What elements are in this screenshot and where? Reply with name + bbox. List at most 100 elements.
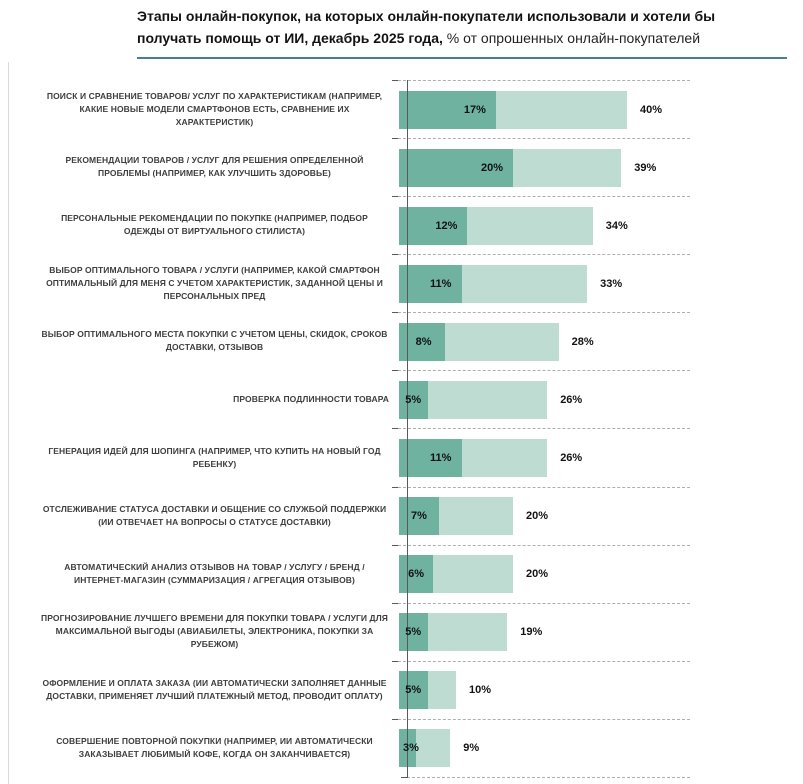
bar-used: [399, 671, 428, 710]
bar-group: 5% 26%: [398, 380, 690, 419]
total-value-label: 19%: [520, 626, 543, 639]
plot-area: 12% 34%: [392, 196, 690, 254]
title-line1: Этапы онлайн-покупок, на которых онлайн-…: [137, 8, 716, 24]
category-label: СОВЕРШЕНИЕ ПОВТОРНОЙ ПОКУПКИ (НАПРИМЕР, …: [56, 735, 373, 759]
bar-group: 17% 40%: [398, 90, 690, 129]
category-label: ПОИСК И СРАВНЕНИЕ ТОВАРОВ/ УСЛУГ ПО ХАРА…: [46, 90, 383, 127]
chart-row: ПЕРСОНАЛЬНЫЕ РЕКОМЕНДАЦИИ ПО ПОКУПКЕ (НА…: [40, 196, 690, 254]
total-value-label: 33%: [600, 277, 623, 290]
category-label-cell: ГЕНЕРАЦИЯ ИДЕЙ ДЛЯ ШОПИНГА (НАПРИМЕР, ЧТ…: [40, 428, 398, 486]
chart-row: РЕКОМЕНДАЦИИ ТОВАРОВ / УСЛУГ ДЛЯ РЕШЕНИЯ…: [40, 138, 690, 196]
chart-row: ОФОРМЛЕНИЕ И ОПЛАТА ЗАКАЗА (ИИ АВТОМАТИЧ…: [40, 660, 690, 719]
plot-area: 7% 20%: [392, 486, 690, 545]
bar-used: [399, 613, 428, 652]
category-label-cell: ОФОРМЛЕНИЕ И ОПЛАТА ЗАКАЗА (ИИ АВТОМАТИЧ…: [40, 661, 398, 719]
category-label: ПРОВЕРКА ПОДЛИННОСТИ ТОВАРА: [233, 393, 389, 404]
bar-used: [399, 439, 462, 477]
total-value-label: 26%: [560, 452, 583, 464]
total-value-label: 34%: [605, 219, 628, 232]
y-axis-line: [407, 80, 408, 778]
bar-group: 8% 28%: [398, 322, 690, 361]
plot-area: 3% 9%: [392, 718, 690, 777]
bar-group: 3% 9%: [398, 729, 690, 768]
bar-used: [399, 264, 462, 303]
plot-area: 11% 33%: [392, 254, 690, 312]
category-label-cell: ВЫБОР ОПТИМАЛЬНОГО МЕСТА ПОКУПКИ С УЧЕТО…: [40, 312, 398, 370]
bar-used: [399, 497, 439, 536]
plot-area: 11% 26%: [392, 428, 690, 486]
plot-area: 5% 19%: [392, 602, 690, 661]
page-title: Этапы онлайн-покупок, на которых онлайн-…: [137, 5, 799, 49]
bar-used: [399, 555, 434, 594]
used-value-label: 11%: [429, 277, 452, 290]
used-value-label: 8%: [415, 335, 432, 348]
used-value-label: 12%: [435, 219, 458, 232]
chart-row: ПРОГНОЗИРОВАНИЕ ЛУЧШЕГО ВРЕМЕНИ ДЛЯ ПОКУ…: [40, 602, 690, 661]
category-label-cell: ПОИСК И СРАВНЕНИЕ ТОВАРОВ/ УСЛУГ ПО ХАРА…: [40, 80, 398, 138]
chart-rows: ПОИСК И СРАВНЕНИЕ ТОВАРОВ/ УСЛУГ ПО ХАРА…: [40, 80, 690, 777]
category-label: ГЕНЕРАЦИЯ ИДЕЙ ДЛЯ ШОПИНГА (НАПРИМЕР, ЧТ…: [48, 445, 381, 469]
bar-group: 12% 34%: [398, 206, 690, 245]
title-line2-regular: % от опрошенных онлайн-покупателей: [442, 30, 701, 46]
total-value-label: 20%: [526, 568, 549, 581]
used-value-label: 5%: [405, 684, 422, 697]
category-label: ПЕРСОНАЛЬНЫЕ РЕКОМЕНДАЦИИ ПО ПОКУПКЕ (НА…: [61, 213, 368, 237]
used-value-label: 17%: [463, 103, 486, 116]
chart-row: ВЫБОР ОПТИМАЛЬНОГО МЕСТА ПОКУПКИ С УЧЕТО…: [40, 312, 690, 370]
category-label-cell: АВТОМАТИЧЕСКИЙ АНАЛИЗ ОТЗЫВОВ НА ТОВАР /…: [40, 545, 398, 603]
bar-chart: ПОИСК И СРАВНЕНИЕ ТОВАРОВ/ УСЛУГ ПО ХАРА…: [40, 80, 690, 778]
page-left-border: [8, 62, 9, 784]
category-label-cell: ПРОВЕРКА ПОДЛИННОСТИ ТОВАРА: [40, 370, 398, 428]
chart-row: ГЕНЕРАЦИЯ ИДЕЙ ДЛЯ ШОПИНГА (НАПРИМЕР, ЧТ…: [40, 428, 690, 486]
category-label-cell: РЕКОМЕНДАЦИИ ТОВАРОВ / УСЛУГ ДЛЯ РЕШЕНИЯ…: [40, 138, 398, 196]
chart-row: ВЫБОР ОПТИМАЛЬНОГО ТОВАРА / УСЛУГИ (НАПР…: [40, 254, 690, 312]
category-label: ВЫБОР ОПТИМАЛЬНОГО ТОВАРА / УСЛУГИ (НАПР…: [46, 264, 383, 301]
bar-used: [399, 380, 428, 419]
category-label-cell: ОТСЛЕЖИВАНИЕ СТАТУСА ДОСТАВКИ И ОБЩЕНИЕ …: [40, 487, 398, 545]
bar-used: [399, 148, 513, 187]
used-value-label: 7%: [410, 510, 427, 523]
used-value-label: 5%: [405, 393, 422, 406]
chart-row: ПОИСК И СРАВНЕНИЕ ТОВАРОВ/ УСЛУГ ПО ХАРА…: [40, 80, 690, 138]
plot-area: 5% 26%: [392, 370, 690, 428]
category-label: АВТОМАТИЧЕСКИЙ АНАЛИЗ ОТЗЫВОВ НА ТОВАР /…: [64, 561, 365, 585]
bar-used: [399, 322, 445, 361]
bar-group: 7% 20%: [398, 497, 690, 536]
bar-group: 5% 19%: [398, 613, 690, 652]
total-value-label: 28%: [571, 335, 594, 348]
title-rule: [137, 57, 787, 59]
category-label-cell: СОВЕРШЕНИЕ ПОВТОРНОЙ ПОКУПКИ (НАПРИМЕР, …: [40, 719, 398, 777]
bar-group: 6% 20%: [398, 555, 690, 594]
total-value-label: 39%: [634, 161, 657, 174]
chart-row: ОТСЛЕЖИВАНИЕ СТАТУСА ДОСТАВКИ И ОБЩЕНИЕ …: [40, 486, 690, 545]
chart-row: ПРОВЕРКА ПОДЛИННОСТИ ТОВАРА 5% 26%: [40, 370, 690, 428]
used-value-label: 20%: [480, 161, 504, 174]
used-value-label: 11%: [429, 452, 452, 464]
used-value-label: 3%: [403, 742, 419, 755]
category-label: ОТСЛЕЖИВАНИЕ СТАТУСА ДОСТАВКИ И ОБЩЕНИЕ …: [42, 503, 387, 527]
category-label: ПРОГНОЗИРОВАНИЕ ЛУЧШЕГО ВРЕМЕНИ ДЛЯ ПОКУ…: [41, 613, 388, 650]
chart-row: АВТОМАТИЧЕСКИЙ АНАЛИЗ ОТЗЫВОВ НА ТОВАР /…: [40, 544, 690, 603]
bar-group: 11% 26%: [398, 439, 690, 477]
plot-area: 20% 39%: [392, 138, 690, 196]
category-label: ОФОРМЛЕНИЕ И ОПЛАТА ЗАКАЗА (ИИ АВТОМАТИЧ…: [42, 677, 387, 701]
plot-area: 17% 40%: [392, 80, 690, 138]
title-line2-bold: получать помощь от ИИ, декабрь 2025 года…: [137, 30, 443, 46]
plot-area: 6% 20%: [392, 544, 690, 603]
bar-group: 5% 10%: [398, 671, 690, 710]
total-value-label: 20%: [526, 510, 549, 523]
chart-row: СОВЕРШЕНИЕ ПОВТОРНОЙ ПОКУПКИ (НАПРИМЕР, …: [40, 718, 690, 777]
plot-area: 8% 28%: [392, 312, 690, 370]
plot-area: 5% 10%: [392, 660, 690, 719]
bar-used: [399, 90, 496, 129]
bar-group: 11% 33%: [398, 264, 690, 303]
total-value-label: 40%: [640, 103, 663, 116]
category-label-cell: ПРОГНОЗИРОВАНИЕ ЛУЧШЕГО ВРЕМЕНИ ДЛЯ ПОКУ…: [40, 603, 398, 661]
category-label-cell: ВЫБОР ОПТИМАЛЬНОГО ТОВАРА / УСЛУГИ (НАПР…: [40, 254, 398, 312]
x-axis-bottom-gridline: [401, 776, 690, 778]
category-label-cell: ПЕРСОНАЛЬНЫЕ РЕКОМЕНДАЦИИ ПО ПОКУПКЕ (НА…: [40, 196, 398, 254]
total-value-label: 26%: [560, 393, 583, 406]
category-label: ВЫБОР ОПТИМАЛЬНОГО МЕСТА ПОКУПКИ С УЧЕТО…: [41, 329, 388, 353]
used-value-label: 6%: [408, 568, 425, 581]
bar-group: 20% 39%: [398, 148, 690, 187]
